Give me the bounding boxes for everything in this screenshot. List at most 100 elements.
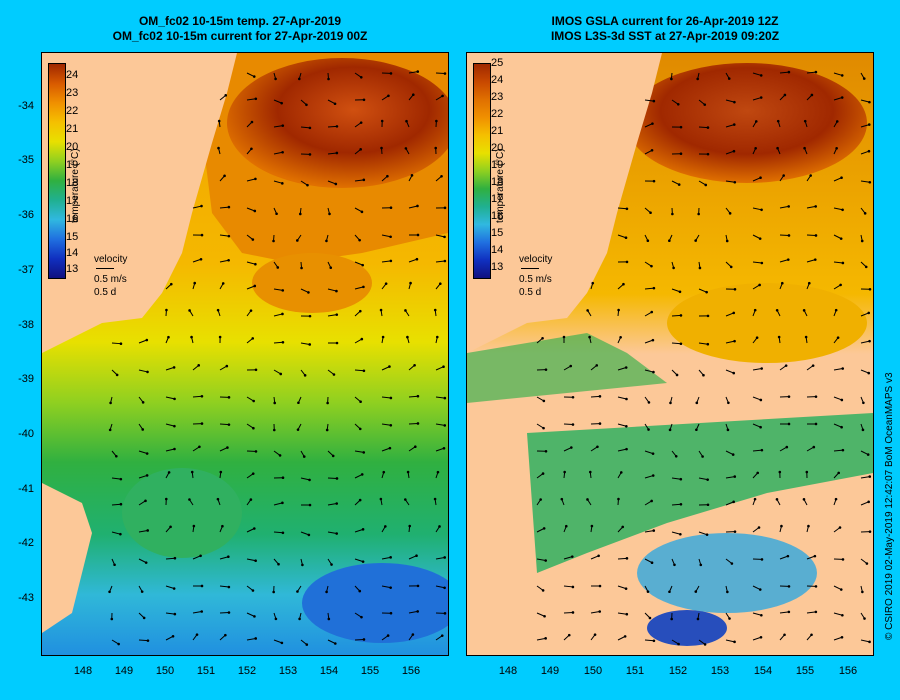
current-arrowhead — [676, 103, 680, 106]
current-arrowhead — [359, 76, 363, 79]
current-arrowhead — [840, 425, 843, 429]
current-arrowhead — [253, 527, 256, 530]
current-arrow — [246, 612, 255, 617]
current-arrow — [833, 368, 843, 371]
current-arrowhead — [673, 563, 676, 567]
current-arrowhead — [275, 212, 278, 216]
current-arrowhead — [787, 610, 791, 614]
current-arrowhead — [441, 94, 444, 98]
current-arrowhead — [697, 212, 700, 216]
current-arrowhead — [668, 428, 672, 432]
current-arrowhead — [326, 401, 329, 405]
current-arrow — [192, 205, 202, 209]
current-arrowhead — [146, 370, 149, 374]
current-arrowhead — [414, 445, 417, 449]
current-arrowhead — [335, 477, 339, 480]
current-arrow — [536, 527, 545, 533]
current-arrowhead — [776, 146, 779, 150]
current-arrowhead — [381, 335, 385, 339]
lon-tick: 151 — [625, 665, 645, 677]
current-arrowhead — [625, 260, 629, 264]
current-arrowhead — [867, 500, 870, 504]
colorbar-tick: 21 — [491, 125, 504, 137]
current-arrowhead — [787, 70, 791, 74]
current-arrowhead — [408, 524, 412, 528]
current-arrow — [617, 557, 627, 560]
current-arrowhead — [435, 335, 439, 339]
current-arrowhead — [598, 422, 602, 425]
current-arrowhead — [754, 146, 757, 150]
current-arrow — [644, 639, 654, 642]
current-arrowhead — [254, 559, 257, 562]
current-arrow — [381, 585, 391, 589]
current-arrowhead — [695, 428, 698, 432]
current-arrowhead — [193, 281, 197, 285]
current-arrowhead — [733, 339, 736, 343]
current-arrow — [779, 259, 789, 263]
current-arrowhead — [625, 447, 628, 451]
current-arrowhead — [868, 339, 871, 343]
current-arrowhead — [272, 239, 275, 243]
current-arrowhead — [382, 470, 386, 474]
current-arrow — [327, 531, 337, 535]
velocity-duration: 0.5 d — [519, 287, 542, 298]
current-arrowhead — [226, 446, 229, 449]
current-arrowhead — [865, 562, 869, 565]
current-arrowhead — [836, 336, 840, 339]
current-arrowhead — [625, 207, 629, 211]
current-arrowhead — [167, 335, 170, 339]
current-arrowhead — [805, 470, 809, 474]
current-arrow — [273, 369, 281, 375]
colorbar-tick: 18 — [66, 177, 79, 189]
current-arrowhead — [759, 176, 762, 180]
current-arrow — [833, 612, 843, 616]
current-arrow — [327, 99, 336, 105]
current-arrowhead — [413, 363, 416, 367]
current-arrowhead — [868, 530, 872, 533]
lon-tick: 148 — [73, 665, 93, 677]
current-arrow — [806, 71, 816, 74]
current-arrow — [860, 450, 869, 456]
current-arrowhead — [253, 284, 257, 288]
lon-tick: 155 — [795, 665, 815, 677]
current-arrow — [644, 311, 653, 317]
current-arrowhead — [416, 584, 420, 588]
current-arrow — [219, 423, 229, 426]
current-arrowhead — [733, 640, 736, 644]
current-arrowhead — [698, 266, 702, 270]
current-arrowhead — [590, 524, 594, 528]
current-arrowhead — [733, 100, 736, 104]
current-arrowhead — [598, 584, 602, 588]
current-arrow — [435, 260, 445, 263]
current-arrowhead — [732, 149, 736, 153]
current-arrowhead — [335, 289, 338, 293]
current-arrowhead — [862, 77, 866, 80]
current-arrowhead — [434, 146, 438, 150]
current-arrowhead — [416, 422, 420, 425]
current-arrowhead — [379, 308, 383, 312]
current-arrowhead — [308, 343, 312, 346]
current-arrowhead — [410, 174, 414, 177]
current-arrowhead — [327, 617, 331, 621]
current-arrowhead — [119, 532, 122, 536]
current-arrowhead — [334, 182, 338, 186]
current-arrowhead — [701, 455, 704, 458]
current-arrow — [644, 369, 654, 373]
colorbar-tick: 22 — [66, 105, 79, 117]
current-arrow — [435, 234, 445, 238]
current-arrowhead — [108, 428, 112, 432]
current-arrow — [138, 529, 148, 533]
current-arrowhead — [167, 471, 171, 474]
current-arrow — [300, 531, 310, 536]
current-arrowhead — [841, 367, 845, 370]
current-arrowhead — [325, 239, 328, 243]
current-arrowhead — [679, 532, 682, 536]
current-arrow — [138, 639, 148, 642]
current-arrow — [246, 72, 255, 77]
current-arrowhead — [571, 585, 575, 589]
current-arrow — [617, 207, 627, 210]
current-arrowhead — [302, 455, 306, 458]
current-arrow — [725, 501, 734, 506]
current-arrowhead — [867, 123, 871, 126]
current-arrowhead — [308, 153, 312, 156]
